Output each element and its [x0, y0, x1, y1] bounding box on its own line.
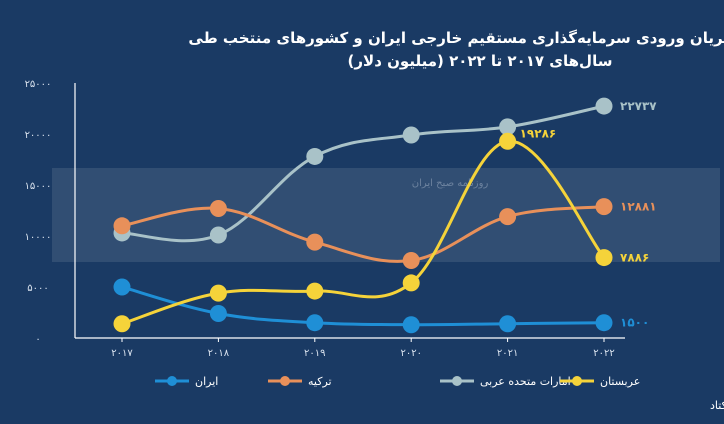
data-point — [595, 97, 613, 115]
data-point — [499, 315, 517, 333]
chart-subtitle: سال‌های ۲۰۱۷ تا ۲۰۲۲ (میلیون دلار) — [348, 52, 613, 70]
x-tick-label: ۲۰۱۸ — [208, 348, 230, 359]
data-point — [402, 126, 420, 144]
series-path — [121, 285, 605, 327]
data-point — [402, 316, 420, 334]
data-point — [113, 217, 131, 235]
legend-label: ایران — [195, 375, 218, 388]
data-point — [595, 249, 613, 267]
data-point — [595, 198, 613, 216]
data-point — [209, 305, 227, 323]
data-point — [595, 314, 613, 332]
data-point — [306, 314, 324, 332]
data-point — [402, 274, 420, 292]
legend-item: ترکیه — [268, 375, 332, 388]
y-tick-label: ۱۵۰۰۰ — [25, 181, 52, 192]
data-point — [402, 251, 420, 269]
data-point — [499, 118, 517, 136]
watermark-band — [52, 168, 720, 262]
series-end-label: ۱۵۰۰ — [620, 316, 649, 330]
legend-item: عربستان — [560, 375, 640, 388]
legend-item: ایران — [155, 375, 218, 388]
series-line — [113, 278, 613, 334]
y-tick-label: ۵۰۰۰ — [27, 283, 48, 294]
legend-label: ترکیه — [308, 375, 332, 388]
legend-swatch-dot — [452, 376, 462, 386]
series-end-label: ۱۹۲۸۶ — [520, 126, 557, 140]
x-tick-label: ۲۰۲۲ — [593, 348, 614, 359]
legend-swatch-dot — [572, 376, 582, 386]
legend-label: عربستان — [600, 375, 640, 388]
data-point — [499, 208, 517, 226]
legend: ایران ترکیه امارات متحده عربی عربستان — [155, 375, 640, 388]
series-group — [113, 97, 613, 334]
x-tick-label: ۲۰۱۹ — [304, 348, 325, 359]
legend-item: امارات متحده عربی — [440, 375, 571, 388]
data-point — [306, 147, 324, 165]
series-end-label: ۲۲۷۳۷ — [620, 99, 657, 113]
data-point — [209, 284, 227, 302]
data-point — [113, 315, 131, 333]
series-end-label: ۷۸۸۶ — [620, 251, 649, 265]
series-line — [113, 198, 613, 269]
x-tick-label: ۲۰۲۰ — [400, 348, 421, 359]
legend-swatch-dot — [167, 376, 177, 386]
series-line — [113, 97, 613, 244]
x-tick-label: ۲۰۱۷ — [111, 348, 133, 359]
source-note: منبع: آنکتاد — [710, 398, 724, 412]
y-tick-label: ۰ — [35, 334, 40, 345]
data-point — [209, 199, 227, 217]
legend-swatch-dot — [280, 376, 290, 386]
chart-title: روند جریان ورودی سرمایه‌گذاری مستقیم خار… — [188, 29, 724, 47]
x-tick-label: ۲۰۲۱ — [497, 348, 518, 359]
data-point — [306, 233, 324, 251]
data-point — [499, 132, 517, 150]
data-point — [209, 226, 227, 244]
data-point — [113, 278, 131, 296]
x-tick-labels: ۲۰۱۷ ۲۰۱۸ ۲۰۱۹ ۲۰۲۰ ۲۰۲۱ ۲۰۲۲ — [111, 338, 615, 359]
watermark-text: روزنامه صبح ایران — [412, 178, 489, 189]
end-labels: ۲۲۷۳۷ ۱۲۸۸۱ ۱۵۰۰ ۱۹۲۸۶ ۷۸۸۶ — [520, 99, 658, 330]
data-point — [306, 282, 324, 300]
y-tick-label: ۲۵۰۰۰ — [25, 79, 52, 90]
y-tick-label: ۲۰۰۰۰ — [25, 130, 52, 141]
legend-label: امارات متحده عربی — [480, 375, 571, 388]
y-tick-labels: ۰ ۵۰۰۰ ۱۰۰۰۰ ۱۵۰۰۰ ۲۰۰۰۰ ۲۵۰۰۰ — [25, 79, 52, 345]
y-tick-label: ۱۰۰۰۰ — [25, 232, 52, 243]
series-end-label: ۱۲۸۸۱ — [620, 200, 657, 214]
series-line — [113, 132, 613, 333]
